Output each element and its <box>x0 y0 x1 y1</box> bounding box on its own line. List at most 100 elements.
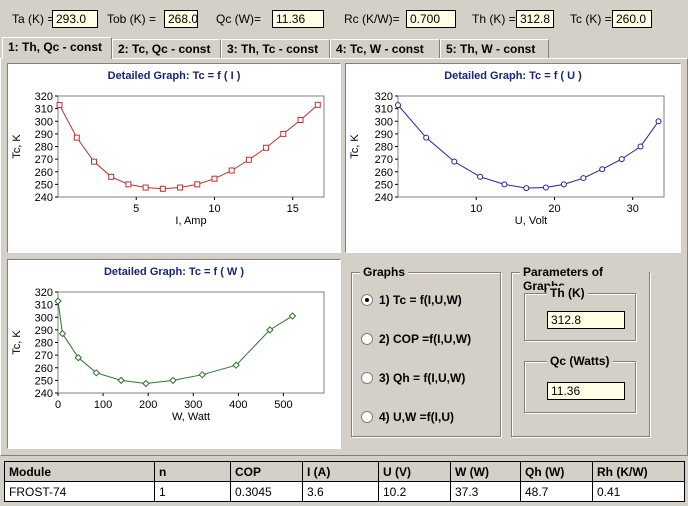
chart-panel-u: Detailed Graph: Tc = f ( U ) 240 250 260 27… <box>345 63 681 253</box>
tab-tc-qc-const[interactable]: 2: Tc, Qc - const <box>112 39 221 59</box>
tab-th-w-const[interactable]: 5: Th, W - const <box>440 39 549 59</box>
y-tick-label: 240 <box>35 192 53 204</box>
radio-cop[interactable]: 2) COP =f(I,U,W) <box>361 332 471 346</box>
y-tick-label: 280 <box>35 142 53 154</box>
tab-th-qc-const[interactable]: 1: Th, Qc - const <box>2 37 112 59</box>
x-tick-label: 100 <box>94 399 112 411</box>
qc-param-field[interactable]: 11.36 <box>547 382 625 400</box>
x-tick-label: 200 <box>139 399 157 411</box>
y-tick-label: 270 <box>375 154 393 166</box>
y-tick-label: 320 <box>35 91 53 103</box>
qc-field[interactable]: 11.36 <box>272 10 324 28</box>
data-point <box>142 184 149 191</box>
data-point <box>92 369 101 377</box>
y-tick-label: 310 <box>375 104 393 116</box>
y-tick-label: 300 <box>35 312 53 324</box>
th-label: Th (K) = <box>472 12 516 26</box>
ta-label: Ta (K) = <box>12 12 55 26</box>
cell-u: 10.2 <box>378 481 451 502</box>
th-field[interactable]: 312.8 <box>516 10 554 28</box>
th-param-field[interactable]: 312.8 <box>547 311 625 329</box>
cell-cop: 0.3045 <box>230 481 303 502</box>
radio-uw-label: 4) U,W =f(I,U) <box>379 410 454 424</box>
x-tick-label: 10 <box>470 203 482 215</box>
tab-th-tc-const[interactable]: 3: Th, Tc - const <box>221 39 330 59</box>
data-point <box>108 173 115 180</box>
x-tick-label: 10 <box>208 203 220 215</box>
data-point <box>142 379 150 388</box>
radio-uw-indicator[interactable] <box>361 411 373 423</box>
x-tick-label: 500 <box>274 399 292 411</box>
radio-tc[interactable]: 1) Tc = f(I,U,W) <box>361 293 462 307</box>
data-point <box>280 130 287 137</box>
data-point <box>232 361 240 369</box>
data-point <box>423 134 430 141</box>
data-point <box>74 353 82 362</box>
tab-tc-w-const[interactable]: 4: Tc, W - const <box>330 39 440 59</box>
series-line <box>59 104 319 190</box>
data-point <box>523 185 530 192</box>
cell-w: 37.3 <box>450 481 521 502</box>
y-tick-label: 310 <box>35 300 53 312</box>
qc-param-label: Qc (Watts) <box>547 354 613 368</box>
ta-field[interactable]: 293.0 <box>52 10 98 28</box>
x-tick-label: 30 <box>627 203 639 215</box>
chart-title-w: Detailed Graph: Tc = f ( W ) <box>103 266 245 278</box>
y-tick-label: 300 <box>375 116 393 128</box>
data-point <box>177 184 184 191</box>
cell-rh: 0.41 <box>592 481 685 502</box>
qc-param-box: Qc (Watts) 11.36 <box>524 354 636 413</box>
data-point <box>73 134 80 141</box>
x-axis-label: U, Volt <box>515 215 547 227</box>
data-point <box>169 376 177 385</box>
data-point <box>580 175 587 182</box>
y-tick-label: 310 <box>35 104 53 116</box>
y-tick-label: 250 <box>35 179 53 191</box>
qc-label: Qc (W)= <box>216 12 261 26</box>
y-tick-label: 250 <box>375 179 393 191</box>
radio-tc-indicator[interactable] <box>361 294 373 306</box>
x-tick-label: 300 <box>184 399 202 411</box>
data-point <box>618 156 625 163</box>
results-header-row: Module n COP I (A) U (V) W (W) Qh (W) Rh… <box>4 461 685 482</box>
data-point <box>477 173 484 180</box>
data-point <box>266 326 274 334</box>
radio-cop-indicator[interactable] <box>361 333 373 345</box>
tob-label: Tob (K) = <box>107 12 157 26</box>
data-point <box>288 312 297 320</box>
rc-label: Rc (K/W)= <box>344 12 400 26</box>
col-n: n <box>154 461 231 482</box>
tob-field[interactable]: 268.0 <box>164 10 198 28</box>
data-point <box>90 158 97 165</box>
data-point <box>198 370 206 379</box>
col-u: U (V) <box>378 461 451 482</box>
col-w: W (W) <box>450 461 521 482</box>
cell-i: 3.6 <box>302 481 379 502</box>
data-point <box>228 167 235 174</box>
table-row[interactable]: FROST-74 1 0.3045 3.6 10.2 37.3 48.7 0.4… <box>4 481 685 502</box>
x-tick-label: 400 <box>229 399 247 411</box>
data-point <box>159 185 166 192</box>
params-group: Parameters of Graphs Th (K) 312.8 Qc (Wa… <box>511 265 650 437</box>
th-param-box: Th (K) 312.8 <box>524 286 636 341</box>
data-point <box>54 297 62 305</box>
data-point <box>211 175 218 182</box>
col-module: Module <box>4 461 155 482</box>
y-tick-label: 290 <box>35 325 53 337</box>
col-rh: Rh (K/W) <box>592 461 685 482</box>
tc-field[interactable]: 260.0 <box>612 10 652 28</box>
rc-field[interactable]: 0.700 <box>406 10 456 28</box>
th-param-label: Th (K) <box>547 286 588 300</box>
chart-panel-i: Detailed Graph: Tc = f ( I ) 240 250 260 27… <box>7 63 341 253</box>
x-axis-label: W, Watt <box>172 411 210 423</box>
chart-title-i: Detailed Graph: Tc = f ( I ) <box>107 70 241 82</box>
y-axis-label: Tc, K <box>11 330 23 355</box>
y-tick-label: 270 <box>35 350 53 362</box>
radio-qh-indicator[interactable] <box>361 372 373 384</box>
x-tick-label: 15 <box>287 203 299 215</box>
x-tick-label: 20 <box>548 203 560 215</box>
radio-qh[interactable]: 3) Qh = f(I,U,W) <box>361 371 465 385</box>
radio-uw[interactable]: 4) U,W =f(I,U) <box>361 410 454 424</box>
results-table: Module n COP I (A) U (V) W (W) Qh (W) Rh… <box>4 461 685 502</box>
y-tick-label: 240 <box>35 388 53 400</box>
